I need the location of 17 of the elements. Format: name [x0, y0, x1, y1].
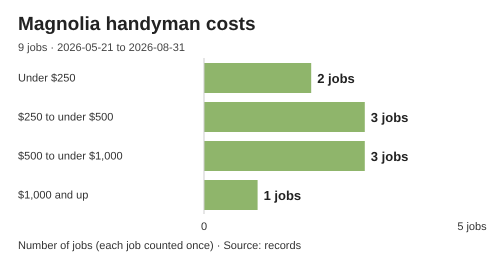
y-tick-label: $1,000 and up: [18, 190, 88, 202]
data-label: 1 jobs: [264, 188, 302, 203]
data-label: 3 jobs: [370, 110, 408, 125]
y-tick-label: Under $250: [18, 72, 76, 84]
chart-title: Magnolia handyman costs: [17, 13, 257, 36]
bar: [204, 141, 365, 171]
y-tick-label: $250 to under $500: [18, 112, 114, 124]
bar: [204, 180, 258, 210]
bar: [204, 102, 365, 132]
text: 9 jobs · 2026-05-21 to 2026-08-31: [17, 41, 186, 54]
text: Number of jobs (each job counted once) · Source: records: [17, 239, 302, 252]
x-tick-label: 5 jobs: [457, 220, 488, 233]
bar: [204, 63, 312, 93]
y-tick-label: $500 to under $1,000: [18, 150, 123, 162]
x-tick-label: 0: [200, 220, 208, 233]
data-label: 2 jobs: [317, 71, 355, 86]
data-label: 3 jobs: [370, 149, 408, 164]
